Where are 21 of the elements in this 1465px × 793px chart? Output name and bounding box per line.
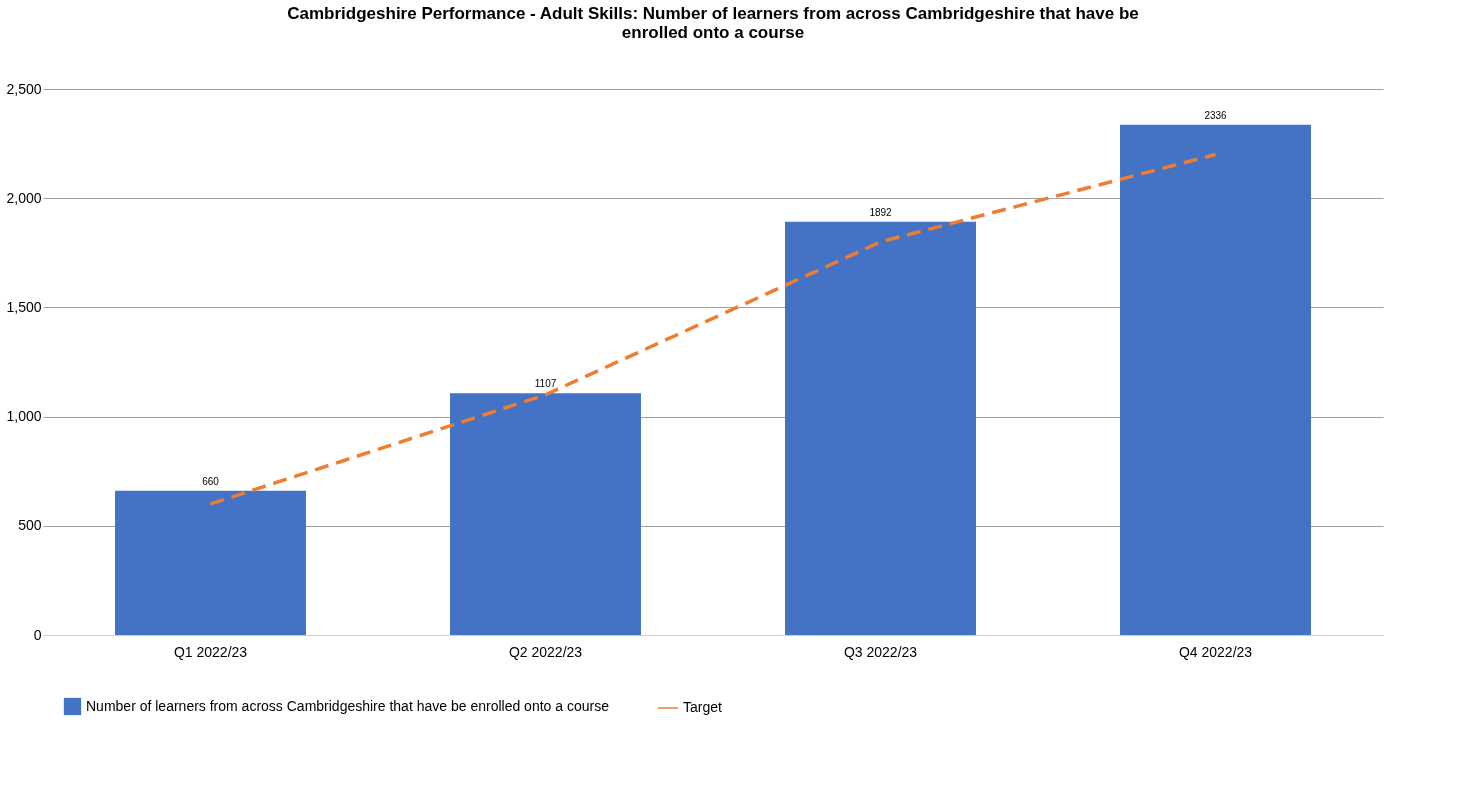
y-tick-label: 1,500: [6, 298, 42, 315]
bar: [450, 393, 641, 635]
text: 660: [202, 475, 219, 487]
y-tick-label: 500: [18, 517, 42, 534]
legend-label: Target: [683, 699, 723, 715]
text: 2336: [1204, 109, 1227, 121]
bar: [1120, 124, 1311, 635]
y-tick-label: 1,000: [6, 408, 42, 425]
y-tick-label: 2,000: [6, 189, 42, 206]
bar: [115, 490, 306, 635]
x-tick-label: Q1 2022/23: [173, 643, 248, 660]
text: 1107: [534, 378, 557, 390]
text: 1892: [869, 206, 892, 218]
x-tick-label: Q4 2022/23: [1178, 643, 1253, 660]
chart-title: Cambridgeshire Performance - Adult Skills: Number of learners from across Cambridgeshire that have be enrolled onto a course: [287, 4, 1139, 42]
x-tick-label: Q3 2022/23: [843, 643, 918, 660]
bar: [785, 221, 976, 635]
legend-label: Number of learners from across Cambridgeshire that have be enrolled onto a course: [86, 697, 610, 714]
x-tick-label: Q2 2022/23: [508, 643, 583, 660]
y-tick-label: 2,500: [6, 80, 42, 97]
y-tick-label: 0: [33, 626, 42, 643]
